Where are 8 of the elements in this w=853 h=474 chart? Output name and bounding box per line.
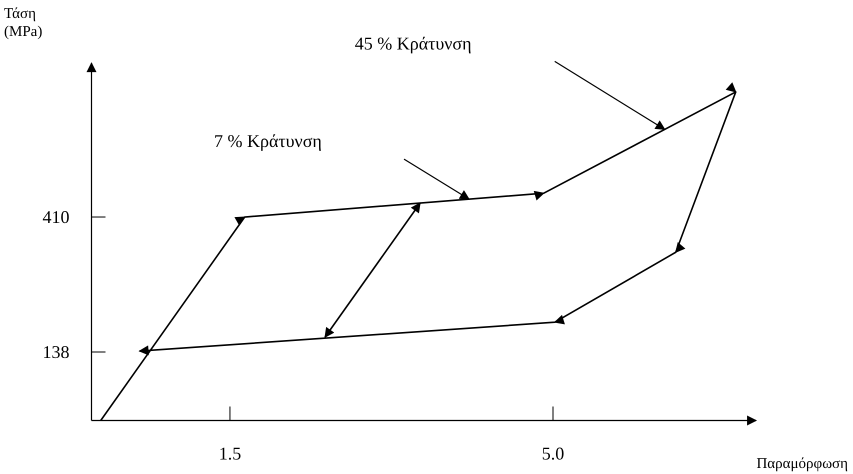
y-tick-label: 410	[42, 206, 70, 227]
text: 45 % Κράτυνση	[354, 33, 472, 54]
y-tick-label: 138	[42, 342, 70, 362]
x-tick-label: 5.0	[542, 443, 564, 464]
y-axis-title: Τάση (MPa)	[4, 6, 42, 40]
annotation: 7 % Κράτυνση	[214, 131, 322, 152]
x-axis-title: Παραμόρφωση	[756, 456, 848, 472]
x-tick-label: 1.5	[218, 443, 242, 464]
